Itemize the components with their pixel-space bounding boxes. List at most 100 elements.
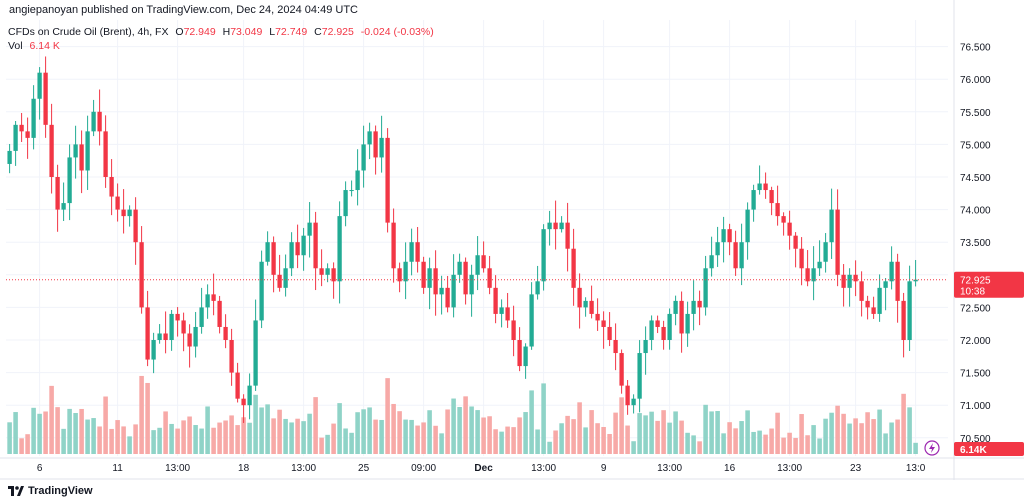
- volume-bar: [625, 425, 630, 454]
- volume-bar: [703, 404, 708, 454]
- volume-bar: [769, 428, 774, 454]
- candle-body: [397, 268, 402, 282]
- volume-bar: [193, 425, 198, 454]
- candle-body: [685, 313, 690, 334]
- time-tick-label: 13:00: [777, 463, 802, 474]
- candle-body: [229, 340, 234, 373]
- volume-bar: [841, 413, 846, 454]
- time-tick-label: 13:00: [291, 463, 316, 474]
- volume-bar: [7, 422, 12, 454]
- volume-bar: [487, 416, 492, 454]
- volume-bar: [457, 407, 462, 454]
- volume-bar: [229, 415, 234, 454]
- candle-body: [559, 222, 564, 230]
- candle-body: [631, 398, 636, 406]
- candle-body: [781, 216, 786, 223]
- volume-bar: [361, 409, 366, 454]
- volume-bar: [823, 418, 828, 454]
- candle-body: [409, 242, 414, 262]
- volume-bar: [517, 417, 522, 454]
- volume-bar: [295, 418, 300, 454]
- vol-label[interactable]: Vol: [8, 40, 23, 52]
- candle-body: [121, 209, 126, 217]
- time-tick-label: 09:00: [411, 463, 436, 474]
- volume-bar: [505, 426, 510, 454]
- volume-bar: [571, 419, 576, 454]
- volume-bar: [793, 437, 798, 454]
- candle-body: [577, 287, 582, 308]
- volume-bar: [157, 427, 162, 454]
- candle-body: [907, 281, 912, 340]
- volume-bar: [415, 425, 420, 454]
- time-tick-label: 25: [358, 463, 370, 474]
- volume-bar: [535, 429, 540, 454]
- candle-body: [811, 268, 816, 282]
- volume-bar: [205, 406, 210, 454]
- volume-bar: [631, 441, 636, 454]
- volume-bar: [445, 409, 450, 454]
- time-tick-label: 11: [112, 463, 123, 474]
- candle-body: [37, 72, 42, 99]
- low-label: L: [269, 26, 276, 38]
- volume-bar: [187, 416, 192, 454]
- candle-body: [847, 274, 852, 288]
- chart-legend: CFDs on Crude Oil (Brent), 4h, FX O72.94…: [8, 25, 434, 53]
- price-tick-label: 71.000: [960, 401, 991, 412]
- volume-bar: [787, 432, 792, 454]
- time-tick-label: 23: [850, 463, 862, 474]
- volume-bar: [883, 433, 888, 454]
- time-tick-label: 13:00: [531, 463, 556, 474]
- candle-body: [301, 235, 306, 256]
- volume-bar: [433, 425, 438, 454]
- candle-body: [703, 268, 708, 308]
- candle-body: [625, 385, 630, 406]
- price-tick-label: 72.500: [960, 303, 991, 314]
- footer-bar: TradingView: [0, 480, 1024, 503]
- volume-row: Vol 6.14 K: [8, 39, 434, 53]
- volume-bar: [643, 415, 648, 454]
- volume-bar: [13, 412, 18, 454]
- candle-body: [331, 268, 336, 282]
- candle-body: [343, 190, 348, 217]
- candle-body: [607, 326, 612, 340]
- candle-body: [175, 313, 180, 321]
- candle-body: [367, 131, 372, 145]
- volume-bar: [127, 436, 132, 454]
- candle-body: [7, 150, 12, 164]
- symbol-label[interactable]: CFDs on Crude Oil (Brent), 4h, FX: [8, 26, 169, 38]
- tradingview-logo-icon: [8, 486, 24, 497]
- volume-bar: [307, 413, 312, 454]
- candle-body: [253, 320, 258, 386]
- volume-bar: [199, 428, 204, 454]
- volume-bar: [463, 396, 468, 454]
- volume-bar: [55, 407, 60, 454]
- candle-body: [67, 157, 72, 204]
- volume-bar: [619, 397, 624, 454]
- tradingview-logo[interactable]: TradingView: [8, 485, 93, 497]
- candle-body: [487, 268, 492, 288]
- candle-body: [853, 274, 858, 282]
- candle-body: [871, 307, 876, 314]
- candle-body: [151, 340, 156, 360]
- candle-body: [505, 307, 510, 321]
- volume-bar: [871, 419, 876, 454]
- candle-body: [889, 261, 894, 282]
- candle-body: [541, 229, 546, 282]
- candle-body: [895, 261, 900, 301]
- volume-bar: [217, 422, 222, 454]
- candle-body: [769, 190, 774, 204]
- candle-body: [25, 131, 30, 138]
- candle-body: [805, 268, 810, 282]
- candle-body: [475, 255, 480, 275]
- volume-bar: [847, 423, 852, 454]
- price-tick-label: 72.000: [960, 336, 991, 347]
- close-label: C: [314, 26, 322, 38]
- volume-bar: [595, 423, 600, 454]
- candle-body: [271, 242, 276, 275]
- candle-body: [133, 209, 138, 243]
- candle-body: [679, 300, 684, 334]
- volume-bar: [91, 418, 96, 454]
- candle-body: [865, 300, 870, 308]
- vol-value: 6.14 K: [29, 40, 60, 52]
